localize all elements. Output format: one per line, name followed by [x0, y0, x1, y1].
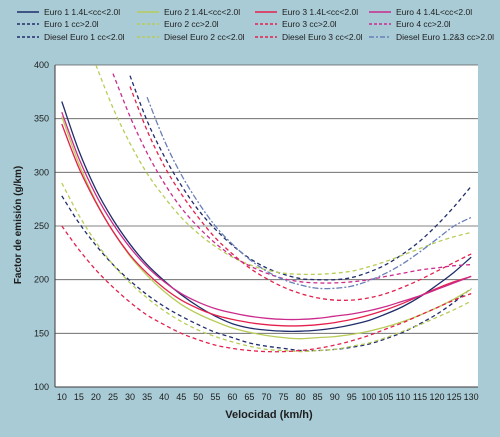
x-tick-label: 30: [125, 392, 135, 402]
legend-label: Euro 3 cc>2.0l: [282, 19, 337, 29]
axes: 100 150 200 250 300 350 400 10 15 20 25 30 35 40 45 50 5…: [34, 60, 479, 402]
series-line: [61, 111, 472, 321]
legend-label: Euro 2 cc>2.0l: [164, 19, 219, 29]
series-lines: [61, 65, 472, 353]
legend-label: Euro 4 1.4L<cc<2.0l: [396, 7, 472, 17]
legend-label: Diesel Euro 3 cc<2.0l: [282, 32, 363, 42]
x-tick-label: 55: [210, 392, 220, 402]
series-line: [61, 195, 472, 352]
series-line: [61, 116, 472, 340]
x-tick-label: 70: [261, 392, 271, 402]
y-tick-label: 300: [34, 167, 49, 177]
x-tick-label: 100: [361, 392, 376, 402]
series-line: [61, 101, 472, 332]
x-tick-label: 25: [108, 392, 118, 402]
chart-legend: Euro 1 1.4L<cc<2.0l Euro 2 1.4L<cc<2.0l Eu…: [17, 7, 494, 42]
legend-label: Euro 2 1.4L<cc<2.0l: [164, 7, 240, 17]
x-tick-label: 40: [159, 392, 169, 402]
series-line: [61, 182, 472, 353]
x-tick-label: 45: [176, 392, 186, 402]
y-tick-label: 100: [34, 382, 49, 392]
x-tick-label: 85: [313, 392, 323, 402]
x-tick-label: 65: [244, 392, 254, 402]
legend-label: Euro 4 cc>2.0l: [396, 19, 451, 29]
x-tick-label: 115: [413, 392, 427, 402]
x-tick-label: 105: [378, 392, 393, 402]
legend-label: Euro 1 cc>2.0l: [44, 19, 99, 29]
y-tick-label: 150: [34, 328, 49, 338]
x-tick-label: 50: [193, 392, 203, 402]
x-tick-label: 35: [142, 392, 152, 402]
x-tick-label: 120: [430, 392, 445, 402]
x-tick-label: 60: [227, 392, 237, 402]
x-tick-label: 125: [447, 392, 462, 402]
x-tick-label: 90: [330, 392, 340, 402]
series-line: [146, 96, 472, 290]
series-line: [129, 75, 472, 281]
y-tick-label: 200: [34, 275, 49, 285]
x-tick-label: 75: [279, 392, 289, 402]
legend-label: Euro 3 1.4L<cc<2.0l: [282, 7, 358, 17]
y-tick-label: 350: [34, 114, 49, 124]
x-tick-label: 110: [396, 392, 410, 402]
x-tick-label: 10: [57, 392, 67, 402]
series-line: [61, 123, 472, 327]
series-line: [95, 65, 472, 276]
y-axis-label: Factor de emisión (g/km): [13, 166, 24, 284]
y-tick-label: 250: [34, 221, 49, 231]
legend-label: Euro 1 1.4L<cc<2.0l: [44, 7, 120, 17]
y-tick-label: 400: [34, 60, 49, 70]
legend-label: Diesel Euro 1.2&3 cc>2.0l: [396, 32, 494, 42]
series-line: [129, 86, 472, 301]
x-tick-label: 15: [74, 392, 84, 402]
x-axis-label: Velocidad (km/h): [225, 409, 313, 421]
legend-label: Diesel Euro 1 cc<2.0l: [44, 32, 125, 42]
legend-label: Diesel Euro 2 cc<2.0l: [164, 32, 245, 42]
x-tick-label: 20: [91, 392, 101, 402]
x-tick-label: 80: [296, 392, 306, 402]
x-tick-label: 130: [464, 392, 479, 402]
series-line: [112, 73, 472, 284]
x-tick-label: 95: [347, 392, 357, 402]
